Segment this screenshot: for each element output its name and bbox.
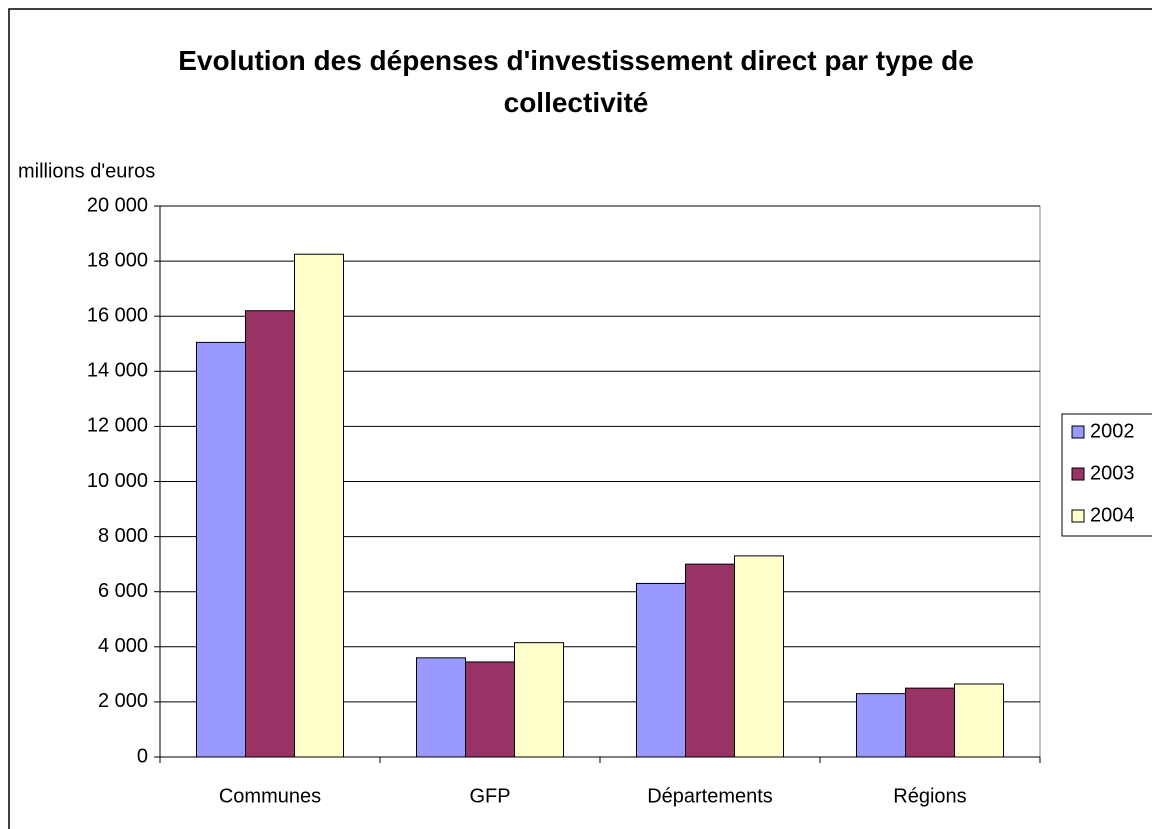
bar — [514, 642, 564, 758]
bar — [636, 582, 686, 758]
y-tick-label: 20 000 — [87, 194, 148, 216]
bar — [245, 310, 295, 758]
x-tick-label: Régions — [893, 785, 966, 807]
legend-swatch — [1071, 425, 1085, 439]
bar — [294, 253, 344, 758]
bar — [954, 683, 1004, 758]
y-tick-label: 2 000 — [98, 690, 148, 712]
bar — [685, 563, 735, 758]
legend-label: 2003 — [1090, 462, 1135, 484]
bar — [416, 657, 466, 758]
y-tick-label: 16 000 — [87, 304, 148, 326]
bar — [465, 661, 515, 758]
bar — [196, 341, 246, 758]
bar — [734, 555, 784, 758]
legend-swatch — [1071, 509, 1085, 523]
bar — [905, 687, 955, 758]
legend-swatch — [1071, 467, 1085, 481]
legend-label: 2004 — [1090, 504, 1135, 526]
y-tick-label: 14 000 — [87, 360, 148, 382]
chart-border — [8, 8, 1152, 829]
y-tick-label: 8 000 — [98, 525, 148, 547]
x-tick-label: Départements — [647, 785, 773, 807]
y-tick-label: 12 000 — [87, 415, 148, 437]
x-tick-label: GFP — [469, 785, 510, 807]
y-tick-label: 6 000 — [98, 580, 148, 602]
legend-label: 2002 — [1090, 420, 1135, 442]
chart-title: Evolution des dépenses d'investissement … — [178, 45, 974, 118]
y-tick-label: 0 — [137, 745, 148, 767]
y-tick-label: 4 000 — [98, 635, 148, 657]
y-axis-label: millions d'euros — [18, 160, 155, 182]
x-tick-label: Communes — [219, 785, 321, 807]
bar — [856, 693, 906, 758]
y-tick-label: 10 000 — [87, 470, 148, 492]
y-tick-label: 18 000 — [87, 249, 148, 271]
